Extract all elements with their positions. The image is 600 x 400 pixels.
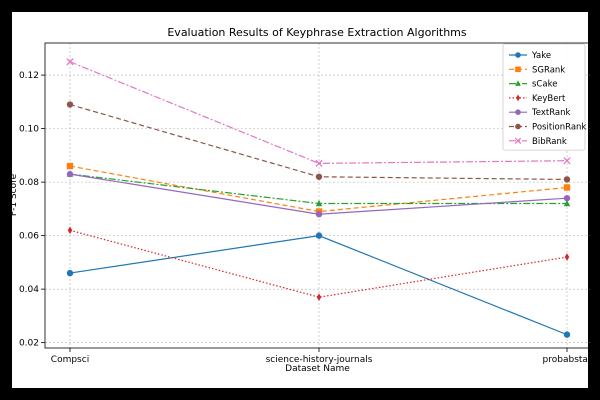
y-tick-label: 0.06 bbox=[19, 232, 39, 242]
series-positionrank bbox=[66, 101, 571, 183]
data-point bbox=[315, 173, 323, 180]
legend-item: Yake bbox=[509, 51, 551, 61]
data-point bbox=[515, 80, 521, 86]
data-point bbox=[315, 199, 323, 207]
data-point bbox=[514, 137, 522, 145]
y-tick-label: 0.04 bbox=[19, 285, 39, 295]
x-axis-label: Dataset Name bbox=[285, 364, 350, 374]
legend-label: SGRank bbox=[532, 65, 565, 75]
legend-label: PositionRank bbox=[532, 123, 586, 133]
data-point bbox=[563, 194, 571, 202]
data-point bbox=[66, 101, 74, 108]
series-line bbox=[69, 61, 568, 164]
data-point bbox=[316, 293, 322, 301]
legend-item: BibRank bbox=[509, 137, 567, 147]
data-point bbox=[564, 253, 570, 261]
series-textrank bbox=[66, 170, 571, 218]
data-point bbox=[315, 211, 323, 218]
x-axis-ticks: Compsci science-history-journals probabsta… bbox=[51, 348, 592, 365]
data-point bbox=[563, 157, 571, 165]
legend-label: Yake bbox=[531, 51, 551, 61]
y-tick-label: 0.12 bbox=[19, 71, 39, 81]
data-point-stroke bbox=[66, 58, 74, 66]
data-point bbox=[515, 109, 521, 115]
legend-label: TextRank bbox=[531, 108, 571, 118]
series-line bbox=[69, 165, 568, 213]
y-axis-label: F-1 Score bbox=[9, 173, 19, 216]
data-point bbox=[563, 176, 571, 183]
data-point bbox=[67, 226, 73, 235]
legend-item: TextRank bbox=[509, 108, 571, 118]
data-point bbox=[563, 199, 571, 207]
plot-area-frame bbox=[44, 42, 591, 349]
series-keybert bbox=[67, 226, 570, 301]
data-point bbox=[66, 58, 74, 66]
data-point bbox=[515, 123, 521, 130]
data-point bbox=[516, 94, 520, 102]
legend-item: KeyBert bbox=[509, 94, 566, 104]
chart-title: Evaluation Results of Keyphrase Extracti… bbox=[167, 26, 467, 39]
y-axis-ticks: 0.02 0.04 0.06 0.08 0.10 0.12 bbox=[19, 71, 45, 349]
y-tick-label: 0.08 bbox=[19, 178, 39, 188]
series-lines bbox=[66, 58, 571, 338]
legend-item: sCake bbox=[509, 80, 557, 90]
legend-box bbox=[502, 43, 586, 151]
legend: Yake SGRank sCake KeyBert TextRank PositionRa… bbox=[502, 43, 586, 151]
x-tick-label: Compsci bbox=[51, 355, 89, 365]
data-point bbox=[66, 269, 74, 277]
x-tick-label: probabstat bbox=[543, 355, 592, 365]
legend-label: BibRank bbox=[532, 137, 567, 147]
legend-item: SGRank bbox=[509, 65, 565, 75]
legend-item: PositionRank bbox=[509, 123, 586, 133]
data-point bbox=[563, 331, 571, 338]
data-point-stroke bbox=[315, 159, 323, 168]
x-tick-label: science-history-journals bbox=[266, 355, 373, 365]
y-tick-label: 0.02 bbox=[19, 339, 39, 349]
data-point bbox=[66, 162, 74, 170]
data-point-stroke bbox=[563, 157, 571, 165]
series-bibrank bbox=[66, 58, 571, 168]
data-point bbox=[515, 52, 521, 58]
data-point-stroke bbox=[514, 137, 522, 145]
legend-label: sCake bbox=[532, 80, 557, 90]
data-point bbox=[515, 66, 521, 73]
series-yake bbox=[66, 232, 571, 338]
legend-label: KeyBert bbox=[532, 94, 566, 104]
figure-background bbox=[12, 12, 588, 388]
data-point bbox=[315, 159, 323, 168]
data-point bbox=[315, 232, 323, 239]
y-tick-label: 0.10 bbox=[19, 125, 39, 135]
data-point bbox=[66, 170, 74, 178]
data-point bbox=[563, 184, 571, 191]
